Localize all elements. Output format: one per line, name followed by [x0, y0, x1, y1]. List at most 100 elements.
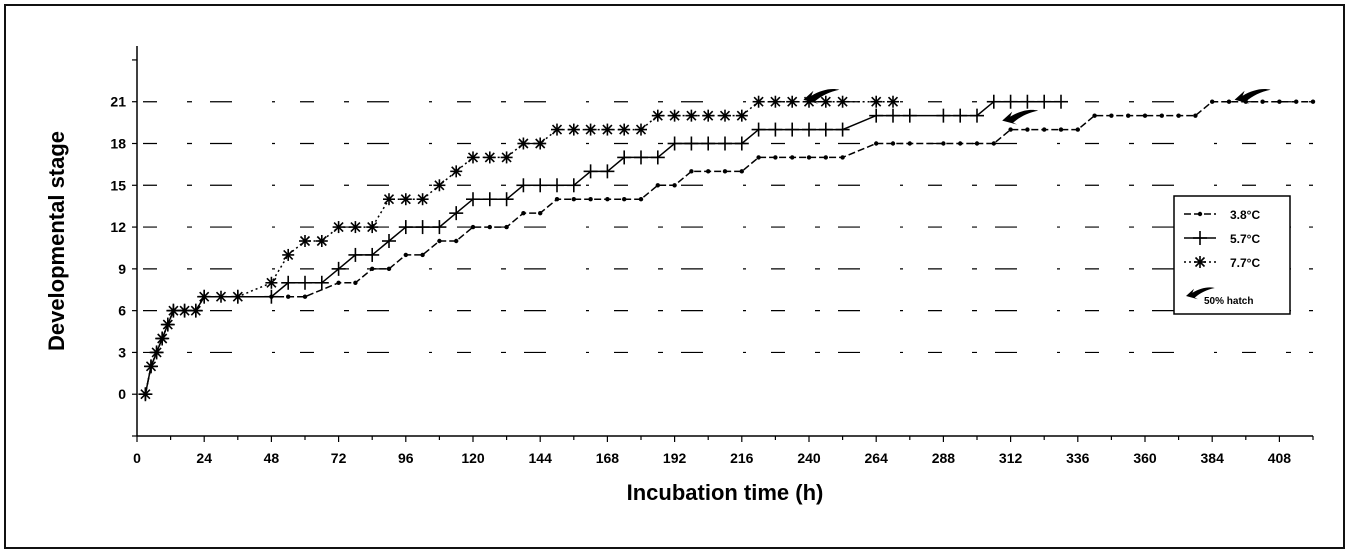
data-point: [1092, 113, 1097, 118]
data-point: [398, 220, 413, 235]
data-point: [958, 141, 963, 146]
data-point: [605, 197, 610, 202]
chart-frame: [4, 4, 1345, 549]
data-point: [383, 193, 395, 206]
x-tick-labels: 0 24 48 72 96 120 144 168 192 216 240 264 288 312 336 3…: [133, 450, 1291, 466]
data-point: [1126, 113, 1131, 118]
hatch-annotations: [803, 88, 1271, 125]
data-point: [433, 179, 446, 192]
data-point: [336, 280, 341, 285]
data-point: [685, 109, 698, 122]
data-point: [785, 122, 800, 137]
data-point: [139, 388, 152, 401]
data-point: [638, 197, 644, 202]
x-axis-label: Incubation time (h): [627, 480, 824, 505]
data-point: [870, 95, 883, 108]
data-point: [1109, 113, 1114, 118]
data-point: [483, 151, 496, 164]
data-point: [684, 136, 699, 151]
data-point: [752, 95, 765, 108]
y-tick-label: 15: [110, 177, 126, 193]
data-point: [986, 94, 1001, 109]
data-point: [504, 224, 509, 230]
x-tick-label: 216: [730, 450, 754, 466]
data-point: [403, 252, 408, 258]
data-point: [449, 206, 464, 221]
data-point: [936, 108, 951, 123]
data-point: [332, 221, 345, 234]
data-point: [702, 109, 715, 122]
legend-swatch-marker: [1197, 211, 1203, 217]
data-point: [282, 248, 295, 261]
data-point: [178, 304, 191, 317]
data-point: [818, 122, 833, 137]
data-point: [454, 238, 459, 244]
data-point: [161, 318, 174, 331]
y-tick-labels: 0 3 6 9 12 15 18 21: [110, 94, 126, 403]
data-point: [1037, 94, 1052, 109]
legend-label: 5.7°C: [1230, 232, 1260, 246]
data-point: [583, 164, 598, 179]
legend-item: 5.7°C: [1184, 231, 1260, 246]
data-point: [399, 193, 412, 206]
x-tick-label: 24: [196, 450, 212, 466]
data-point: [538, 210, 543, 216]
data-point: [534, 137, 547, 150]
data-point: [902, 108, 917, 123]
data-point: [735, 109, 748, 122]
data-point: [970, 108, 984, 123]
data-point: [1310, 99, 1316, 104]
data-point: [887, 95, 899, 108]
data-point: [156, 332, 169, 345]
data-point: [806, 155, 812, 160]
data-point: [1260, 99, 1265, 104]
series-line: [144, 100, 893, 395]
data-point: [331, 261, 346, 276]
data-point: [874, 141, 879, 146]
data-point: [718, 136, 732, 151]
data-point: [622, 197, 627, 202]
data-point: [768, 122, 783, 137]
x-tick-label: 360: [1133, 450, 1157, 466]
x-tick-label: 96: [398, 450, 414, 466]
data-point: [365, 247, 380, 262]
data-point: [706, 169, 711, 174]
data-point: [281, 275, 296, 290]
data-point: [701, 136, 716, 151]
data-point: [533, 178, 548, 193]
arrow-icon: [803, 88, 840, 104]
data-point: [437, 238, 442, 244]
data-point: [802, 122, 816, 137]
data-point: [756, 155, 761, 160]
data-point: [499, 192, 514, 207]
legend-label: 7.7°C: [1230, 256, 1260, 270]
data-point: [521, 210, 526, 216]
data-point: [840, 155, 845, 160]
data-point: [353, 280, 358, 285]
data-point: [1226, 99, 1232, 104]
arrow-icon: [1186, 287, 1215, 300]
x-tick-label: 168: [596, 450, 620, 466]
legend-hatch-label: 50% hatch: [1204, 296, 1253, 307]
data-point: [551, 123, 563, 136]
grid-lines: [143, 101, 1313, 354]
data-point: [991, 141, 996, 146]
x-tick-label: 288: [932, 450, 956, 466]
data-point: [769, 95, 782, 108]
data-point: [1277, 99, 1282, 104]
data-point: [722, 169, 728, 174]
data-point: [786, 95, 799, 108]
data-point: [315, 235, 328, 247]
data-point: [890, 141, 896, 146]
data-point: [298, 275, 312, 290]
data-point: [299, 235, 311, 247]
legend-items: 3.8°C 5.7°C 7.7°C: [1184, 208, 1260, 300]
arrow-icon: [1002, 109, 1039, 125]
data-point: [1075, 127, 1081, 132]
data-point: [600, 164, 615, 179]
data-point: [689, 169, 694, 174]
data-point: [516, 178, 531, 193]
data-point: [150, 346, 163, 359]
data-point: [739, 169, 744, 174]
x-tick-label: 264: [865, 450, 889, 466]
